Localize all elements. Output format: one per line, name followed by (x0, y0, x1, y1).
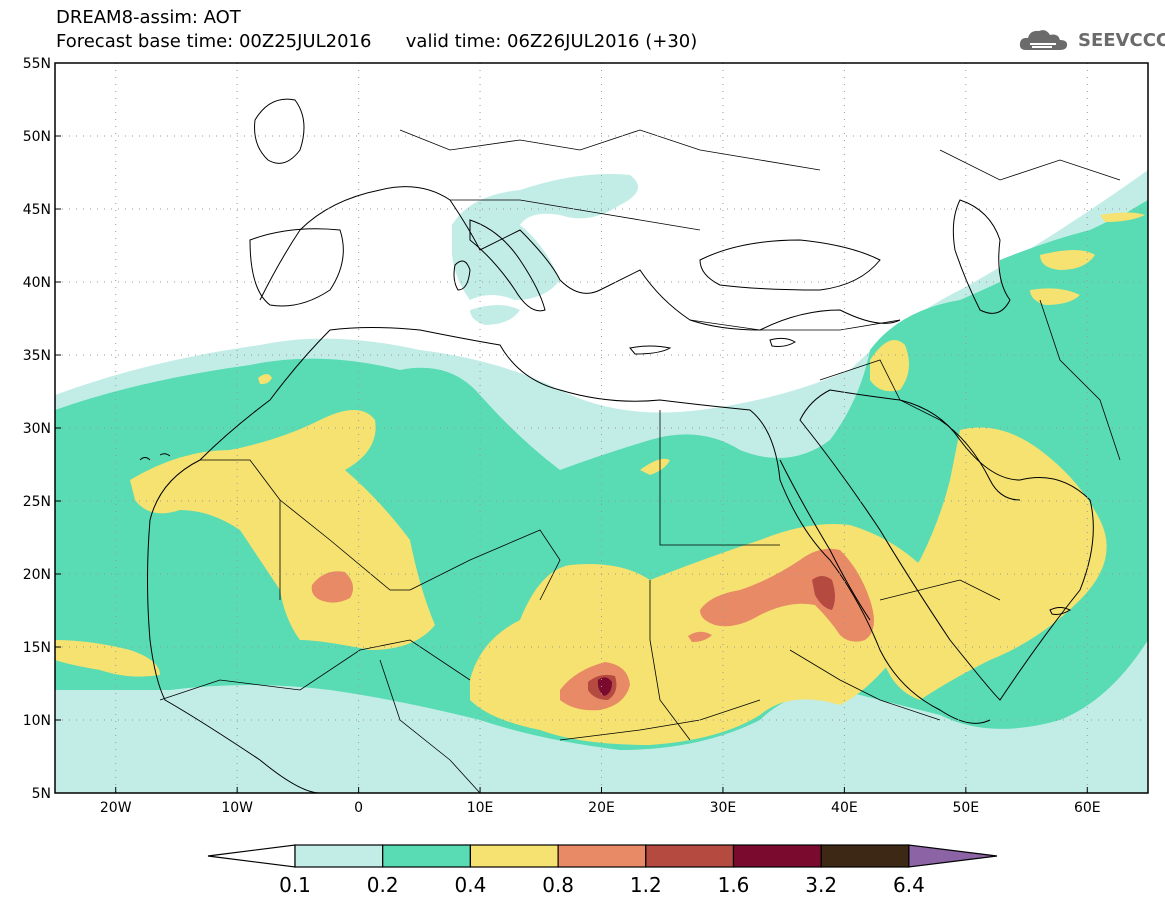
border-nigeria (379, 659, 481, 793)
sardinia (453, 260, 471, 291)
lon-tick-label: 50E (952, 800, 979, 816)
border-europe-central (399, 129, 821, 171)
border-libya-egypt (659, 410, 780, 546)
colorbar-label: 0.1 (279, 873, 311, 897)
red-sea-coastline (779, 459, 871, 621)
border-sudan-south (559, 699, 761, 741)
italy-coastline (469, 219, 546, 312)
colorbar-box (732, 844, 822, 868)
aot-region-east-med-yellow (640, 458, 670, 475)
latitude-tick-labels: 5N 10N 15N 20N 25N 30N 35N 40N 45N 50N 55N (23, 56, 61, 802)
longitude-tick-labels: 20W 10W 0 10E 20E 30E 40E 50E 60E (100, 787, 1101, 816)
aot-region-sudan-orange (700, 548, 874, 642)
lat-tick-label: 30N (23, 421, 51, 437)
colorbar-label: 0.8 (542, 873, 574, 897)
colorbar-label: 0.2 (367, 873, 399, 897)
colorbar-box (294, 844, 384, 868)
seevccc-logo: SEEVCCC (1018, 26, 1165, 54)
colorbar-box (469, 844, 559, 868)
lat-tick-label: 55N (23, 56, 51, 72)
lat-tick-label: 5N (32, 786, 51, 802)
aot-region-arabia-yellow (880, 427, 1107, 700)
lon-tick-label: 60E (1074, 800, 1101, 816)
border-turkey (689, 319, 901, 331)
africa-coastline (147, 327, 991, 793)
border-sudan-chad (649, 580, 691, 741)
lon-tick-label: 10W (221, 800, 253, 816)
lat-tick-label: 20N (23, 567, 51, 583)
lat-lon-grid (55, 63, 1148, 793)
chart-title: DREAM8-assim: AOT (56, 7, 241, 28)
border-iran-afghanistan (1039, 299, 1121, 461)
socotra (1049, 607, 1072, 615)
aot-region-darfur-crimson (597, 677, 612, 696)
brand-name: SEEVCCC (1078, 29, 1165, 51)
colorbar-label: 6.4 (893, 873, 925, 897)
lat-tick-label: 45N (23, 202, 51, 218)
colorbar-labels: 0.1 0.2 0.4 0.8 1.2 1.6 3.2 6.4 (279, 873, 925, 897)
lon-tick-label: 30E (710, 800, 737, 816)
black-sea-coastline (699, 239, 881, 291)
lat-tick-label: 40N (23, 275, 51, 291)
lon-tick-label: 40E (831, 800, 858, 816)
border-mauritania (200, 459, 281, 600)
british-isles (254, 98, 305, 164)
crete (629, 345, 672, 355)
canary-islands (139, 453, 171, 461)
cyprus (769, 337, 796, 347)
forecast-time-line: Forecast base time: 00Z25JUL2016 valid t… (56, 31, 698, 52)
lat-tick-label: 25N (23, 494, 51, 510)
colorbar-label: 0.4 (454, 873, 486, 897)
aot-region-red-sea-orange (688, 631, 712, 642)
aot-region-aral-yellow (1030, 288, 1080, 305)
coastlines (139, 98, 1094, 793)
lat-tick-label: 10N (23, 713, 51, 729)
colorbar-box (820, 844, 910, 868)
lon-tick-label: 20W (100, 800, 132, 816)
aot-region-iraq-yellow (870, 340, 909, 392)
lon-tick-label: 10E (467, 800, 494, 816)
colorbar-boxes (207, 844, 998, 868)
aot-region-levant-yellow (1100, 212, 1145, 222)
colorbar-box (645, 844, 735, 868)
colorbar-label: 1.2 (630, 873, 662, 897)
aot-field-band-1-6 (597, 677, 612, 696)
persian-gulf-coastline (939, 419, 1021, 501)
colorbar-over-triangle (908, 844, 998, 868)
aot-region-ethiopia-darkred (812, 576, 835, 610)
lat-tick-label: 50N (23, 129, 51, 145)
border-algeria-mali (279, 499, 410, 591)
aot-region-west-sahara-yellow (130, 410, 435, 650)
arabia-coastline (799, 389, 1094, 701)
lat-tick-label: 15N (23, 640, 51, 656)
colorbar-under-triangle (207, 844, 296, 868)
aot-region-caspian-yellow (1040, 250, 1095, 270)
aot-region-caspian-green (1000, 205, 1148, 335)
colorbar-label: 3.2 (805, 873, 837, 897)
colorbar-box (557, 844, 647, 868)
border-iraq-syria (819, 359, 941, 421)
border-saudi-yemen (879, 579, 1001, 601)
border-kazakhstan (939, 149, 1121, 181)
europe-coastline (259, 186, 901, 331)
border-niger-chad (409, 529, 561, 601)
aot-region-atlas-yellow (258, 374, 272, 385)
cloud-logo-icon (1019, 30, 1068, 50)
iberia-coastline (249, 228, 344, 307)
colorbar-label: 1.6 (718, 873, 750, 897)
aot-region-tyrrhenian-light (470, 305, 520, 325)
aot-region-mauritania-coast-yellow (55, 640, 160, 677)
lat-tick-label: 35N (23, 348, 51, 364)
border-ethiopia (789, 649, 941, 721)
border-europe-south (450, 199, 701, 231)
colorbar-box (382, 844, 472, 868)
lon-tick-label: 0 (354, 800, 363, 816)
aot-region-mali-orange (311, 571, 354, 603)
caspian-coastline (952, 199, 1011, 314)
lon-tick-label: 20E (588, 800, 615, 816)
